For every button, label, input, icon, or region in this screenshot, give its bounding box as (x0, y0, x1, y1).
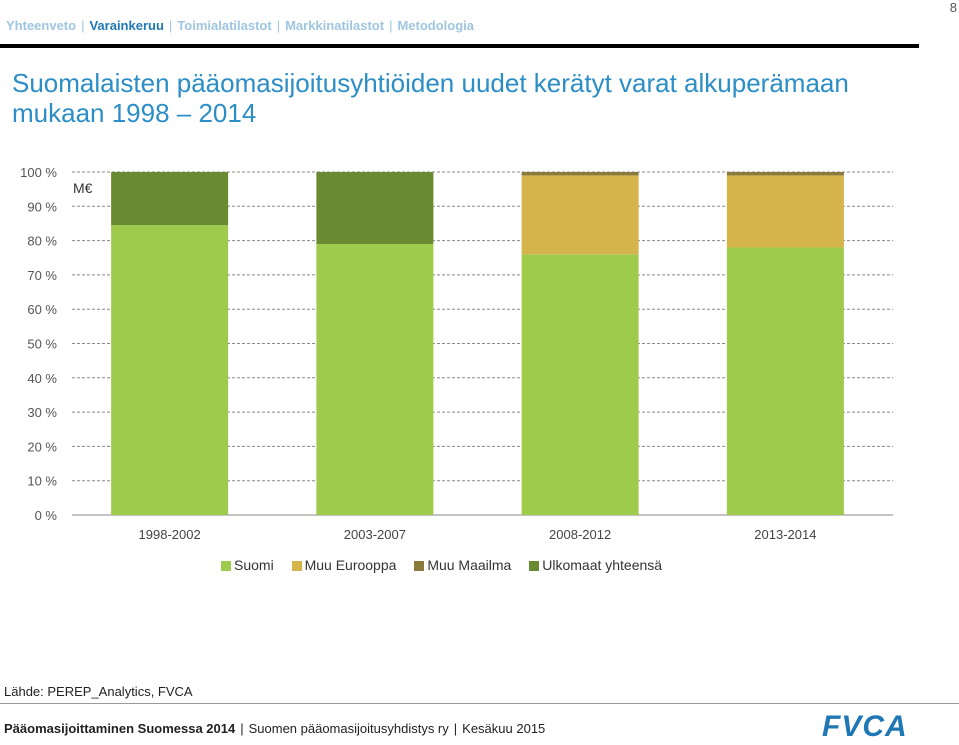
legend-swatch (291, 561, 302, 572)
bar-segment (726, 175, 844, 248)
nav-item-metodologia[interactable]: Metodologia (397, 18, 474, 33)
source-note: Lähde: PEREP_Analytics, FVCA (4, 684, 193, 699)
page-title: Suomalaisten pääomasijoitusyhtiöiden uud… (12, 68, 849, 128)
nav-separator: | (389, 18, 393, 33)
footer: Pääomasijoittaminen Suomessa 2014 | Suomen… (4, 721, 545, 736)
y-axis-tick-labels: 0 % 10 % 20 % 30 % 40 % 50 % 60 % 70 % 80 % 90 % 1… (20, 165, 57, 523)
nav-separator: | (168, 18, 173, 33)
nav-separator: | (81, 18, 85, 33)
header-divider (0, 44, 919, 48)
nav-item-markkinatilastot[interactable]: Markkinatilastot (285, 18, 385, 33)
bar-segment (521, 172, 639, 176)
y-tick-label: 50 % (27, 337, 57, 352)
y-tick-label: 0 % (35, 508, 58, 523)
stacked-bar-chart: 0 % 10 % 20 % 30 % 40 % 50 % 60 % 70 % 80 % 90 % 1… (20, 165, 893, 542)
nav-separator: | (276, 18, 281, 33)
legend-item-muu-maailma: Muu Maailma (414, 557, 511, 573)
y-tick-label: 10 % (27, 474, 57, 489)
footer-date: Kesäkuu 2015 (462, 721, 546, 736)
bar-segment (111, 172, 229, 226)
x-tick-label: 2008-2012 (549, 527, 611, 542)
bar-segment (726, 172, 844, 176)
legend-label: Ulkomaat yhteensä (542, 557, 663, 573)
nav-item-yhteenveto[interactable]: Yhteenveto (6, 18, 77, 33)
legend-label: Muu Maailma (427, 557, 512, 573)
footer-separator: | (240, 721, 244, 736)
nav-item-toimialatilastot[interactable]: Toimialatilastot (177, 18, 272, 33)
legend-swatch (414, 561, 425, 572)
footer-organization: Suomen pääomasijoitusyhdistys ry (248, 721, 449, 736)
legend-item-suomi: Suomi (221, 557, 274, 573)
x-tick-label: 2003-2007 (344, 527, 406, 542)
x-tick-label: 1998-2002 (139, 527, 201, 542)
y-tick-label: 80 % (27, 234, 57, 249)
legend-label: Muu Eurooppa (304, 557, 397, 573)
page-number: 8 (949, 0, 957, 15)
footer-publication: Pääomasijoittaminen Suomessa 2014 (4, 721, 236, 736)
fvca-logo: FVCA (822, 710, 908, 743)
y-tick-label: 30 % (27, 405, 57, 420)
y-tick-label: 90 % (27, 199, 57, 214)
legend-swatch (529, 561, 540, 572)
top-navigation: Yhteenveto | Varainkeruu | Toimialatilastot |… (6, 18, 474, 33)
legend-item-ulkomaat-yhteensa: Ulkomaat yhteensä (529, 557, 662, 573)
x-axis-tick-labels: 1998-2002 2003-2007 2008-2012 2013-2014 (139, 527, 817, 542)
x-tick-label: 2013-2014 (754, 527, 816, 542)
bar-segment (521, 254, 639, 515)
chart-legend: Suomi Muu Eurooppa Muu Maailma Ulkomaat … (221, 557, 676, 573)
legend-item-muu-eurooppa: Muu Eurooppa (291, 557, 397, 573)
bar-segment (111, 225, 229, 516)
y-tick-label: 20 % (27, 439, 57, 454)
footer-separator: | (453, 721, 458, 736)
chart-bars (111, 172, 844, 516)
unit-label: M€ (73, 180, 93, 196)
y-tick-label: 60 % (27, 302, 57, 317)
bar-segment (726, 247, 844, 515)
y-tick-label: 70 % (27, 268, 57, 283)
legend-label: Suomi (234, 557, 274, 573)
bar-segment (521, 175, 639, 255)
y-tick-label: 100 % (20, 165, 57, 180)
bar-segment (316, 172, 434, 245)
bar-segment (316, 244, 434, 515)
nav-item-varainkeruu[interactable]: Varainkeruu (89, 18, 164, 33)
footer-divider (0, 703, 959, 704)
y-tick-label: 40 % (27, 371, 57, 386)
legend-swatch (221, 561, 231, 572)
